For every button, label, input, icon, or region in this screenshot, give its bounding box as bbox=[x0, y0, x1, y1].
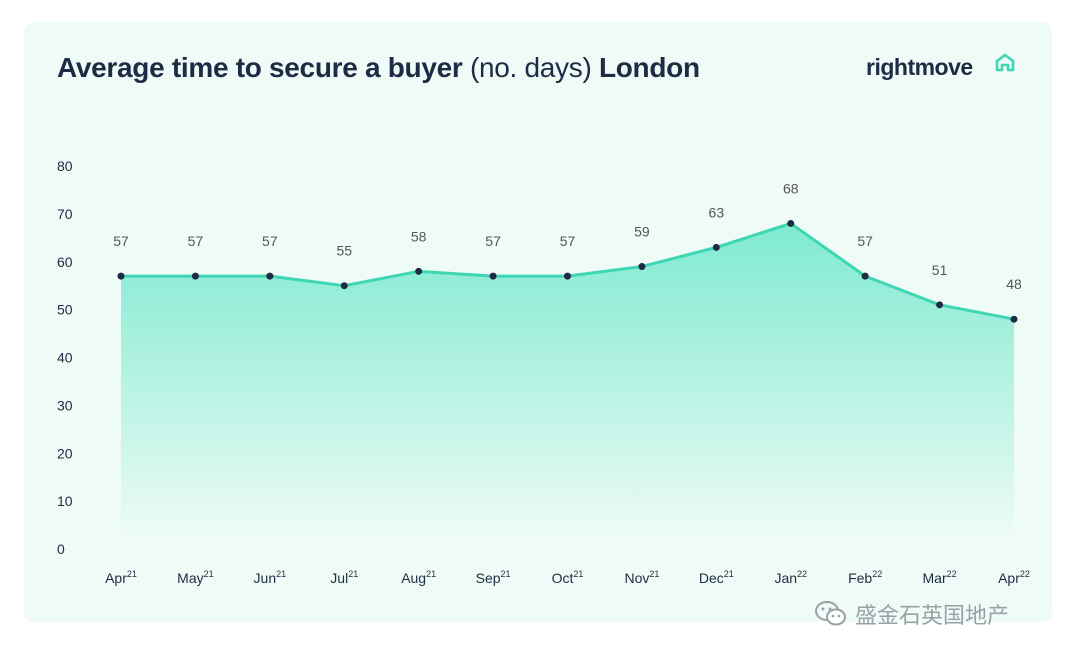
data-point bbox=[712, 243, 720, 251]
data-point bbox=[564, 272, 571, 280]
data-label: 57 bbox=[485, 233, 501, 249]
data-label: 55 bbox=[336, 243, 352, 259]
y-tick-label: 30 bbox=[57, 397, 73, 413]
watermark: 盛金石英国地产 bbox=[813, 598, 1009, 630]
y-tick-label: 80 bbox=[57, 158, 73, 174]
data-point bbox=[415, 267, 423, 275]
data-label: 57 bbox=[560, 233, 576, 249]
x-tick-label: Dec21 bbox=[699, 569, 734, 586]
data-point bbox=[117, 272, 125, 280]
data-point bbox=[936, 301, 944, 309]
data-label: 57 bbox=[262, 233, 278, 249]
x-tick-label: Jun21 bbox=[254, 569, 287, 586]
y-tick-label: 40 bbox=[57, 350, 73, 366]
area-fill bbox=[121, 223, 1014, 539]
data-label: 51 bbox=[932, 262, 948, 278]
x-tick-label: May21 bbox=[177, 569, 213, 586]
data-label: 57 bbox=[113, 233, 129, 249]
title-region: London bbox=[598, 52, 700, 83]
data-point bbox=[861, 272, 869, 280]
y-tick-label: 0 bbox=[57, 541, 65, 557]
watermark-text: 盛金石英国地产 bbox=[855, 604, 1010, 629]
data-label: 59 bbox=[634, 224, 650, 240]
y-tick-label: 50 bbox=[57, 302, 73, 318]
y-tick-label: 70 bbox=[57, 206, 73, 222]
wechat-icon bbox=[815, 601, 846, 626]
data-point bbox=[489, 272, 497, 280]
x-tick-label: Feb22 bbox=[848, 569, 882, 586]
data-label: 68 bbox=[783, 180, 799, 196]
data-label: 58 bbox=[411, 228, 427, 244]
data-point bbox=[266, 272, 274, 280]
rightmove-logo: rightmove bbox=[866, 54, 973, 80]
data-point bbox=[1010, 315, 1018, 323]
data-label: 48 bbox=[1006, 276, 1022, 292]
x-tick-label: Apr21 bbox=[105, 569, 137, 586]
x-tick-label: Jul21 bbox=[330, 569, 358, 586]
x-tick-label: Nov21 bbox=[624, 569, 659, 586]
chart-title: Average time to secure a buyer (no. days… bbox=[57, 52, 700, 84]
data-point bbox=[638, 263, 646, 271]
title-unit: (no. days) bbox=[469, 52, 592, 83]
x-tick-label: Apr22 bbox=[998, 569, 1030, 586]
x-tick-label: Sep21 bbox=[476, 569, 511, 586]
x-tick-label: Jan22 bbox=[774, 569, 807, 586]
y-tick-label: 60 bbox=[57, 254, 73, 270]
house-outline-icon bbox=[995, 53, 1015, 72]
data-point bbox=[787, 219, 795, 227]
x-tick-label: Oct21 bbox=[552, 569, 584, 586]
x-tick-label: Mar22 bbox=[923, 569, 957, 586]
data-label: 63 bbox=[709, 204, 725, 220]
data-label: 57 bbox=[857, 233, 873, 249]
data-point bbox=[340, 282, 348, 290]
data-point bbox=[191, 272, 199, 280]
y-tick-label: 20 bbox=[57, 445, 73, 461]
data-label: 57 bbox=[188, 233, 204, 249]
x-tick-label: Aug21 bbox=[401, 569, 436, 586]
title-main: Average time to secure a buyer bbox=[57, 52, 463, 83]
y-tick-label: 10 bbox=[57, 493, 73, 509]
